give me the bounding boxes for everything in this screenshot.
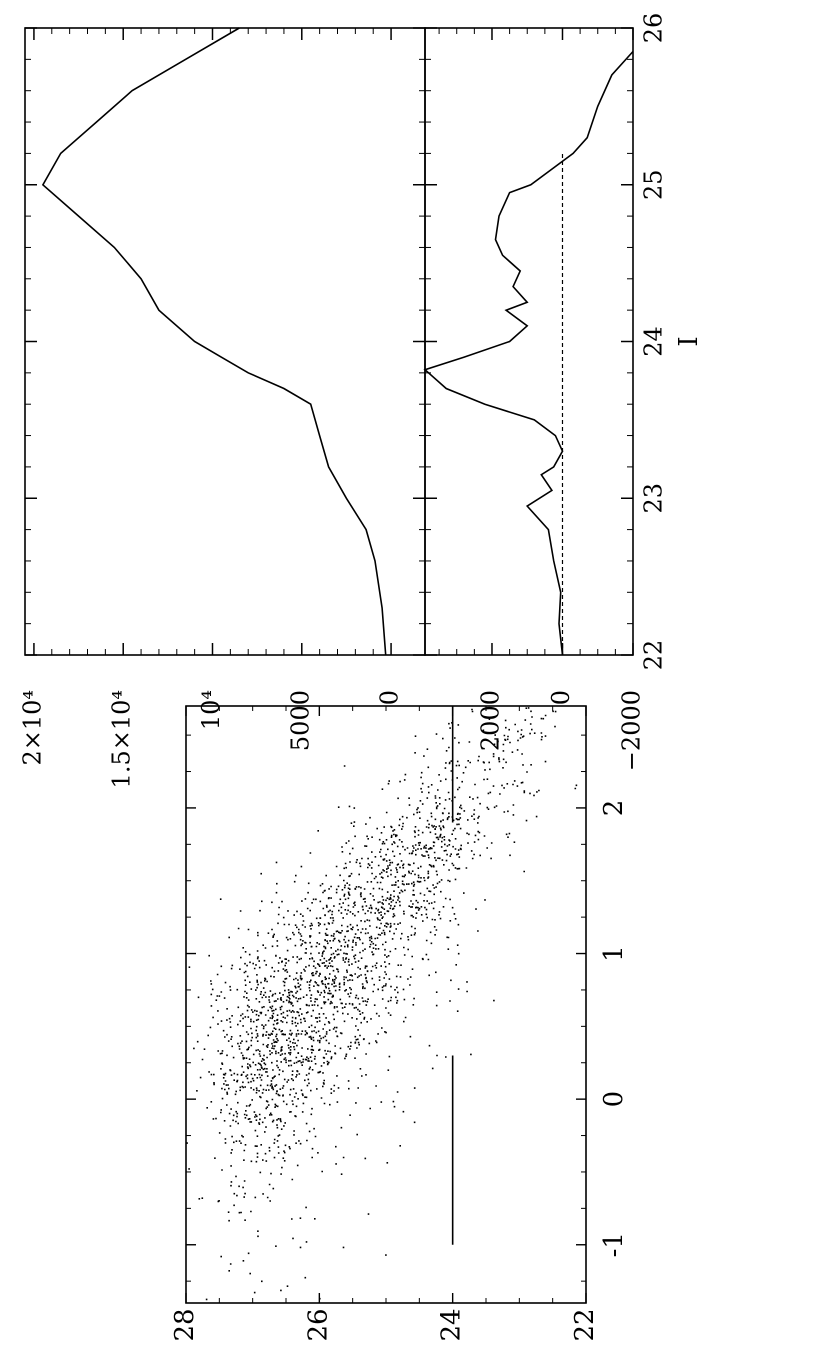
x-tick-label: 22 (640, 640, 668, 671)
ef-ytick-label: −2000 (618, 690, 646, 771)
ef-ytick-label: 2000 (476, 690, 504, 751)
ef-ticks (425, 27, 634, 656)
lf-ytick-label: 10⁴ (197, 690, 225, 730)
lf-labels: 0 5000 10⁴ 1.5×10⁴ 2×10⁴ (18, 690, 403, 788)
lf-ytick-label: 0 (376, 690, 404, 705)
cmd-ytick-label: 22 (570, 1308, 600, 1341)
lf-frame (24, 27, 426, 656)
cmd-scatter-points (186, 707, 578, 1301)
lf-ytick-label: 2×10⁴ (18, 690, 46, 766)
luminosity-function-panel: 0 5000 10⁴ 1.5×10⁴ 2×10⁴ (18, 27, 426, 788)
cmd-ticks (185, 706, 587, 1303)
cmd-ytick-label: 28 (170, 1308, 200, 1341)
x-tick-label: 24 (640, 326, 668, 357)
cmd-xtick-label: 1 (599, 945, 629, 962)
ef-labels: −2000 0 2000 (476, 690, 645, 771)
x-tick-label: 26 (640, 13, 668, 44)
x-tick-label: 25 (640, 169, 668, 200)
cmd-frame (185, 705, 587, 1304)
lf-ytick-label: 5000 (286, 690, 314, 751)
cmd-xtick-label: 2 (599, 800, 629, 817)
x-tick-labels: 22 23 24 25 26 (640, 13, 668, 671)
x-tick-label: 23 (640, 483, 668, 514)
cmd-xtick-label: 0 (599, 1091, 629, 1108)
edge-filter-panel: −2000 0 2000 22 23 24 25 26 I (423, 13, 704, 771)
lf-ticks (25, 27, 425, 656)
lf-ytick-label: 1.5×10⁴ (108, 690, 136, 788)
ef-frame (424, 27, 634, 656)
ef-curve (423, 50, 634, 656)
cmd-ytick-label: 26 (303, 1308, 333, 1341)
ef-ytick-label: 0 (547, 690, 575, 705)
cmd-points (186, 707, 578, 1301)
cmd-ytick-label: 24 (437, 1308, 467, 1341)
x-axis-label: I (674, 336, 704, 346)
lf-curve (41, 27, 387, 656)
cmd-xtick-label: -1 (599, 1232, 629, 1257)
